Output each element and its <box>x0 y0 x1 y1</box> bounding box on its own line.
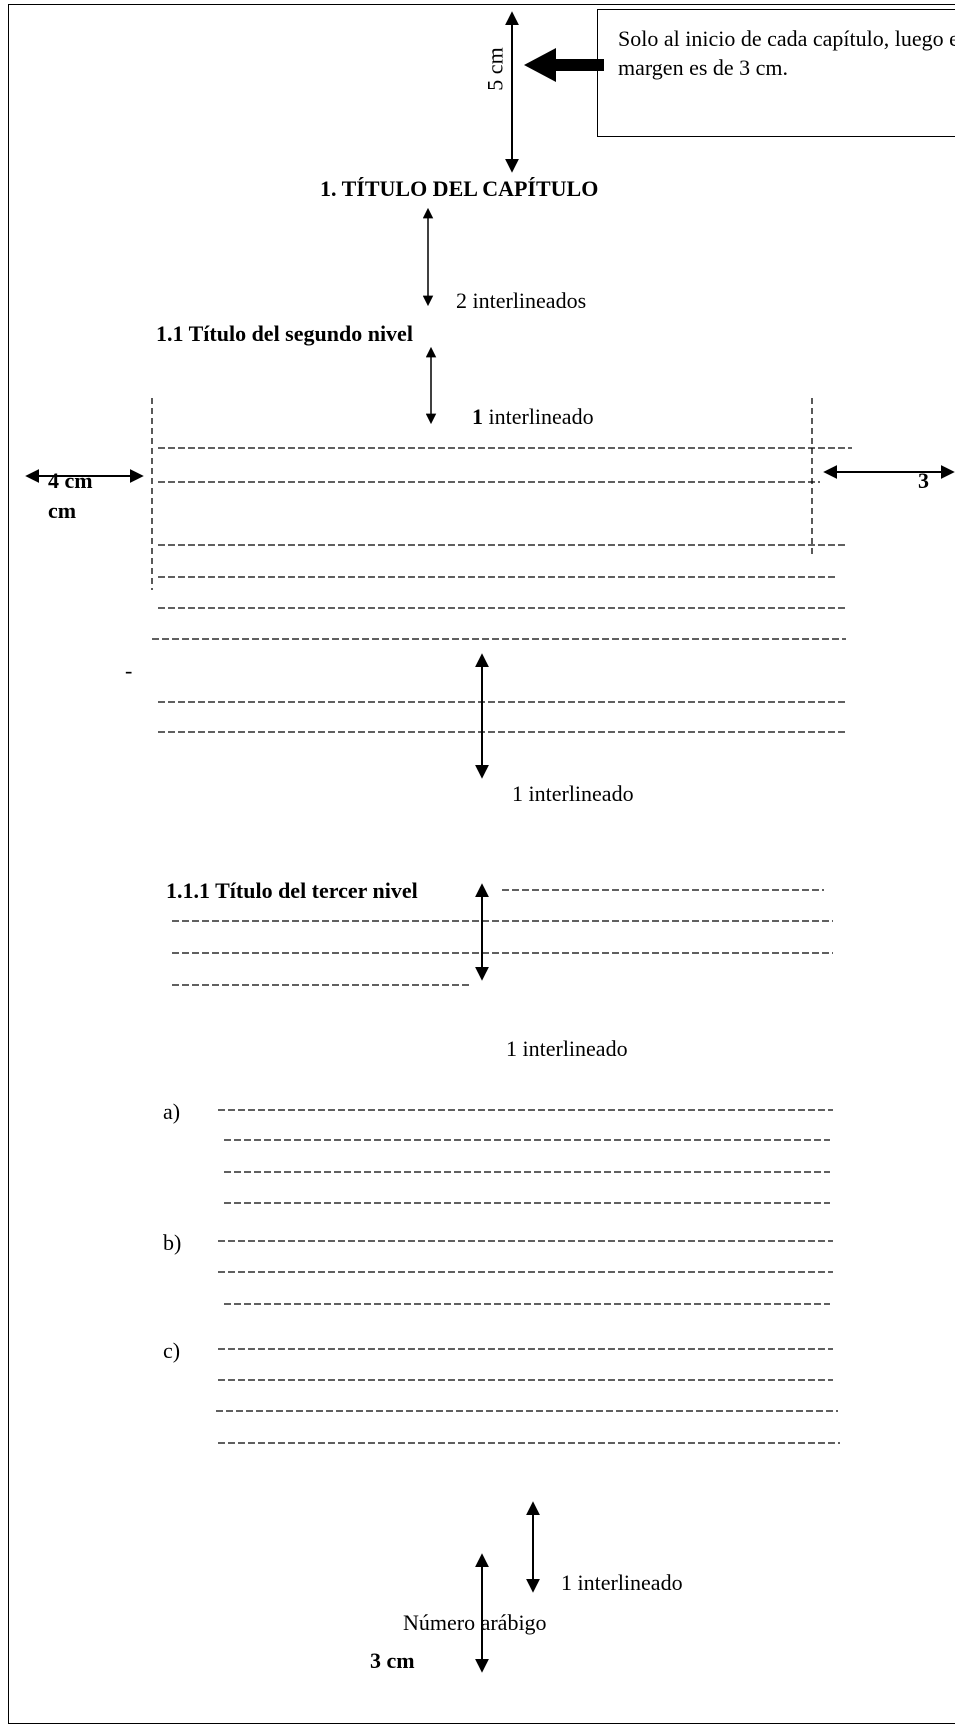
page-frame <box>8 4 955 1724</box>
right-margin-label: 3 <box>918 468 929 493</box>
stray-dash: - <box>125 658 133 683</box>
spacing-label-one-c: 1 interlineado <box>506 1036 628 1061</box>
spacing-one-text: interlineado <box>483 404 594 429</box>
left-margin-unit: cm <box>48 498 77 523</box>
chapter-title: 1. TÍTULO DEL CAPÍTULO <box>320 176 599 201</box>
list-marker-c: c) <box>163 1338 181 1363</box>
spacing-label-two: 2 interlineados <box>456 288 587 313</box>
third-level-title: 1.1.1 Título del tercer nivel <box>166 878 418 903</box>
left-margin-label: 4 cm <box>48 468 93 493</box>
bottom-margin-label: 3 cm <box>370 1648 415 1673</box>
list-marker-a: a) <box>163 1099 181 1124</box>
top-margin-label: 5 cm <box>482 47 508 91</box>
margin-note-box: Solo al inicio de cada capítulo, luego e… <box>597 9 955 137</box>
page-number-label: Número arábigo <box>403 1610 547 1635</box>
spacing-label-one: 1 interlineado <box>472 406 594 428</box>
spacing-label-one-b: 1 interlineado <box>512 781 634 806</box>
spacing-label-one-d: 1 interlineado <box>561 1570 683 1595</box>
second-level-title: 1.1 Título del segundo nivel <box>156 321 413 346</box>
spacing-one-number: 1 <box>472 404 483 429</box>
list-marker-b: b) <box>163 1230 182 1255</box>
